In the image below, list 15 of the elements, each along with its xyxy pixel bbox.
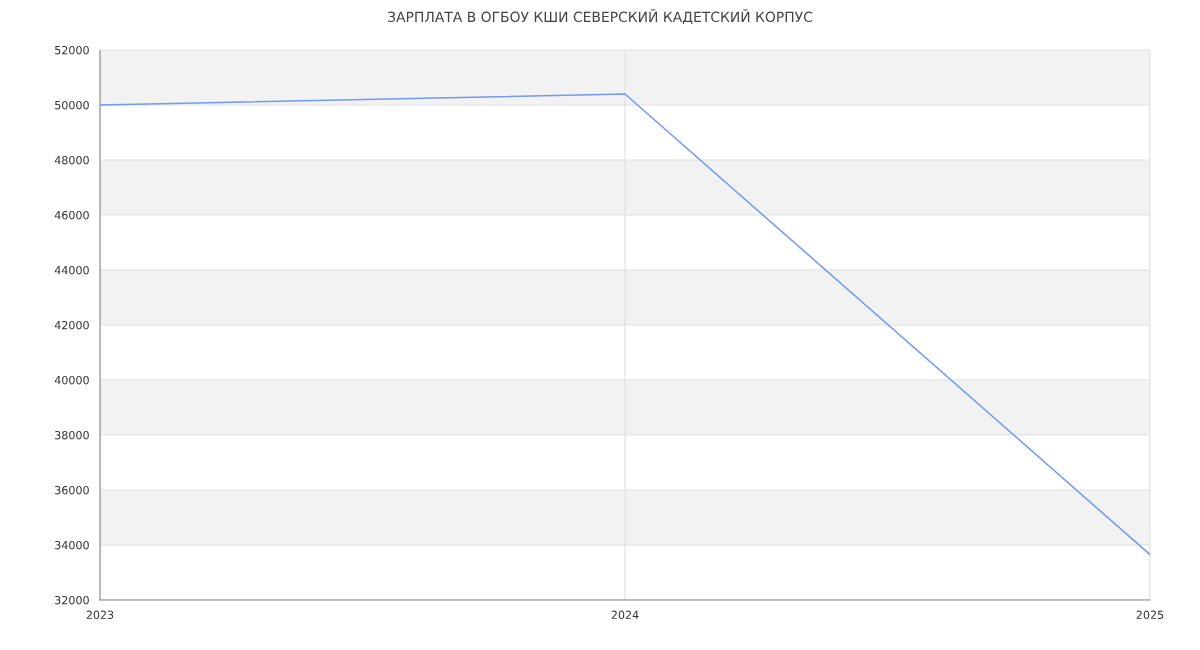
y-tick-label: 52000 — [55, 45, 89, 55]
y-tick-label: 34000 — [55, 540, 89, 550]
y-tick-label: 32000 — [55, 595, 89, 605]
x-tick-label: 2024 — [611, 610, 639, 620]
y-tick-label: 40000 — [54, 375, 89, 385]
y-tick-label: 36000 — [55, 485, 89, 495]
y-tick-label: 46000 — [54, 210, 89, 220]
y-tick-label: 38000 — [55, 430, 89, 440]
x-tick-label: 2025 — [1136, 610, 1164, 620]
y-tick-label: 50000 — [55, 100, 89, 110]
y-tick-label: 42000 — [54, 320, 89, 330]
chart-title: ЗАРПЛАТА В ОГБОУ КШИ СЕВЕРСКИЙ КАДЕТСКИЙ КОРПУС — [388, 9, 813, 25]
y-tick-label: 48000 — [54, 155, 89, 165]
y-tick-label: 44000 — [54, 265, 89, 275]
x-tick-label: 2023 — [86, 610, 114, 620]
